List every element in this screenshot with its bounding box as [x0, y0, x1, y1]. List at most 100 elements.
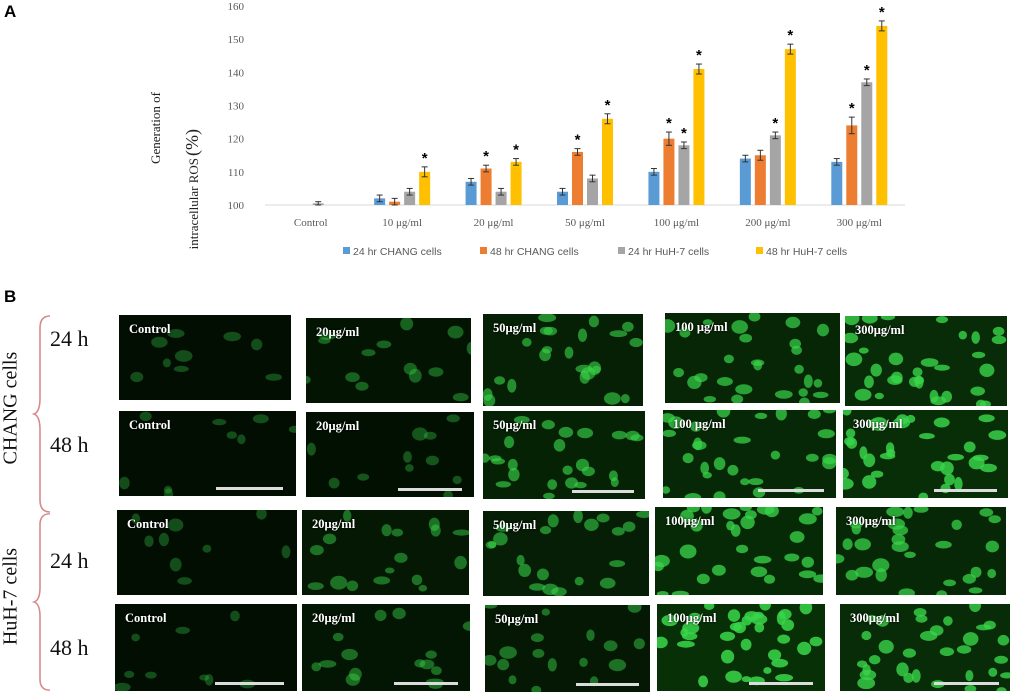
fluorescence-micrograph: 300μg/ml: [840, 604, 1010, 691]
legend-label: 48 hr HuH-7 cells: [766, 246, 847, 258]
significance-star: *: [787, 27, 793, 44]
concentration-label: 50μg/ml: [493, 518, 537, 532]
scale-bar: [934, 489, 997, 492]
bar: [678, 145, 690, 205]
x-tick-label: 100 μg/ml: [654, 217, 699, 229]
concentration-label: 20μg/ml: [312, 611, 356, 625]
bar: [663, 138, 675, 205]
bar: [693, 69, 705, 206]
bar: [861, 82, 873, 205]
scale-bar: [572, 490, 634, 493]
y-axis-label-unit: (%): [182, 129, 203, 156]
legend-swatch: [480, 247, 487, 254]
y-axis-label-line1: Generation of: [148, 91, 163, 164]
y-tick-label: 160: [228, 1, 245, 13]
concentration-label: 300μg/ml: [846, 514, 896, 528]
significance-star: *: [666, 115, 672, 132]
concentration-label: 50μg/ml: [493, 418, 537, 432]
x-tick-label: Control: [294, 217, 328, 229]
fluorescence-micrograph: 50μg/ml: [485, 605, 650, 692]
significance-star: *: [681, 125, 687, 142]
concentration-label: 50μg/ml: [493, 321, 537, 335]
y-tick-label: 100: [228, 200, 245, 212]
legend-swatch: [618, 247, 625, 254]
concentration-label: Control: [129, 418, 171, 432]
concentration-label: Control: [129, 322, 171, 336]
x-tick-label: 300 μg/ml: [837, 217, 882, 229]
bar: [739, 158, 751, 205]
y-tick-label: 150: [228, 34, 245, 46]
fluorescence-micrograph: Control: [117, 510, 297, 595]
bar: [754, 155, 766, 205]
concentration-label: 300μg/ml: [853, 417, 903, 431]
significance-star: *: [605, 97, 611, 114]
fluorescence-micrograph: Control: [119, 411, 296, 496]
fluorescence-micrograph: Control: [119, 315, 291, 400]
scale-bar: [216, 487, 283, 490]
y-tick-label: 110: [228, 167, 245, 179]
legend-label: 24 hr HuH-7 cells: [628, 246, 709, 258]
significance-star: *: [849, 100, 855, 117]
bar: [510, 161, 522, 205]
concentration-label: 20μg/ml: [316, 325, 360, 339]
bar: [465, 181, 477, 205]
fluorescence-micrograph: 300μg/ml: [836, 507, 1006, 595]
time-label: 24 h: [50, 326, 89, 351]
y-tick-label: 140: [228, 67, 245, 79]
legend-swatch: [756, 247, 763, 254]
bar: [784, 49, 796, 205]
fluorescence-micrograph: 300μg/ml: [845, 316, 1007, 406]
fluorescence-micrograph: Control: [115, 604, 297, 691]
cell-group-label: HuH-7 cells: [0, 547, 22, 646]
significance-star: *: [575, 132, 581, 149]
significance-star: *: [879, 4, 885, 21]
fluorescence-micrograph: 20μg/ml: [302, 510, 469, 595]
fluorescence-micrograph: 50μg/ml: [483, 314, 643, 406]
scale-bar: [758, 489, 824, 492]
panel-a-letter: A: [4, 2, 17, 21]
bar: [557, 191, 568, 205]
group-bracket: [31, 512, 52, 697]
fluorescence-micrograph: 100 μg/ml: [663, 410, 836, 498]
concentration-label: 300μg/ml: [855, 323, 905, 337]
fluorescence-micrograph: 100μg/ml: [655, 507, 823, 595]
bar: [495, 191, 507, 205]
concentration-label: 300μg/ml: [850, 611, 900, 625]
scale-bar: [749, 682, 813, 685]
fluorescence-micrograph: 100μg/ml: [657, 604, 825, 691]
bar: [846, 125, 858, 205]
concentration-label: Control: [125, 611, 167, 625]
legend-label: 24 hr CHANG cells: [353, 246, 442, 258]
ros-bar-chart: Generation of intracellular ROS (%) 100 1…: [148, 1, 905, 258]
fluorescence-micrograph: 50μg/ml: [483, 511, 649, 596]
panel-b-letter: B: [4, 287, 17, 306]
bar: [419, 171, 431, 205]
concentration-label: 100 μg/ml: [675, 320, 728, 334]
x-tick-label: 200 μg/ml: [745, 217, 790, 229]
time-label: 48 h: [50, 432, 89, 457]
bar: [572, 151, 583, 205]
concentration-label: 100μg/ml: [665, 514, 715, 528]
time-label: 24 h: [50, 548, 89, 573]
bar: [480, 168, 492, 205]
scale-bar: [394, 682, 458, 685]
y-axis-label-line2: intracellular ROS: [186, 158, 201, 249]
fluorescence-micrograph: 50μg/ml: [483, 411, 645, 499]
scale-bar: [934, 682, 999, 685]
scale-bar: [215, 682, 284, 685]
concentration-label: Control: [127, 517, 169, 531]
fluorescence-micrograph: 20μg/ml: [306, 412, 474, 497]
concentration-label: 100μg/ml: [667, 611, 717, 625]
x-tick-label: 10 μg/ml: [382, 217, 422, 229]
scale-bar: [398, 488, 462, 491]
x-tick-label: 20 μg/ml: [474, 217, 514, 229]
y-tick-label: 130: [228, 101, 245, 113]
significance-star: *: [864, 62, 870, 79]
significance-star: *: [483, 148, 489, 165]
significance-star: *: [772, 115, 778, 132]
significance-star: *: [696, 47, 702, 64]
scale-bar: [576, 683, 639, 686]
significance-star: *: [422, 150, 428, 167]
concentration-label: 20μg/ml: [312, 517, 356, 531]
bar: [831, 161, 843, 205]
